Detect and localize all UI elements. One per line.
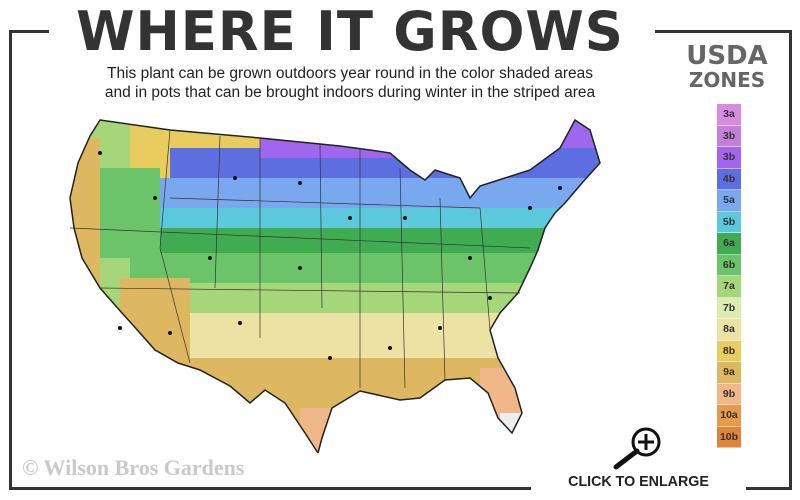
legend-zone-3b: 3b xyxy=(717,125,741,147)
click-to-enlarge-button[interactable]: CLICK TO ENLARGE xyxy=(531,420,746,500)
legend-zone-5b: 5b xyxy=(717,211,741,233)
legend-title-usda: USDA xyxy=(686,41,768,71)
zone-legend: 3a 3b 3b 4b 5a 5b 6a 6b 7a 7b 8a 8b 9a 9b 10a 10b xyxy=(717,104,741,448)
legend-zone-7b: 7b xyxy=(717,297,741,319)
magnifier-plus-icon xyxy=(613,427,661,470)
legend-zone-6a: 6a xyxy=(717,233,741,255)
legend-zone-3b: 3b xyxy=(717,147,741,169)
legend-zone-4b: 4b xyxy=(717,168,741,190)
subtitle-line-1: This plant can be grown outdoors year ro… xyxy=(107,65,593,82)
legend-zone-7a: 7a xyxy=(717,276,741,298)
frame-line-bottom-right xyxy=(746,487,792,490)
usda-zone-map[interactable] xyxy=(60,108,630,453)
frame-line-bottom xyxy=(9,487,531,490)
legend-zone-8b: 8b xyxy=(717,340,741,362)
frame-line-left xyxy=(9,30,12,490)
legend-zone-9b: 9b xyxy=(717,383,741,405)
click-to-enlarge-label: CLICK TO ENLARGE xyxy=(568,473,709,490)
subtitle-line-2: and in pots that can be brought indoors … xyxy=(104,84,596,101)
legend-zone-5a: 5a xyxy=(717,190,741,212)
frame-line-top-left xyxy=(9,30,49,33)
legend-zone-10b: 10b xyxy=(717,426,741,448)
legend-zone-6b: 6b xyxy=(717,254,741,276)
frame-line-top-right xyxy=(655,30,792,33)
legend-zone-10a: 10a xyxy=(717,405,741,427)
frame-line-right xyxy=(789,30,792,490)
legend-zone-9a: 9a xyxy=(717,362,741,384)
subtitle: This plant can be grown outdoors year ro… xyxy=(40,64,660,102)
copyright-watermark: © Wilson Bros Gardens xyxy=(22,455,245,480)
legend-zone-3a: 3a xyxy=(717,104,741,126)
legend-zone-8a: 8a xyxy=(717,319,741,341)
legend-title-zones: ZONES xyxy=(688,68,766,92)
legend-title: USDA ZONES xyxy=(672,41,782,92)
state-borders xyxy=(69,129,531,389)
page-title: WHERE IT GROWS xyxy=(51,0,649,64)
city-dots xyxy=(98,151,562,360)
